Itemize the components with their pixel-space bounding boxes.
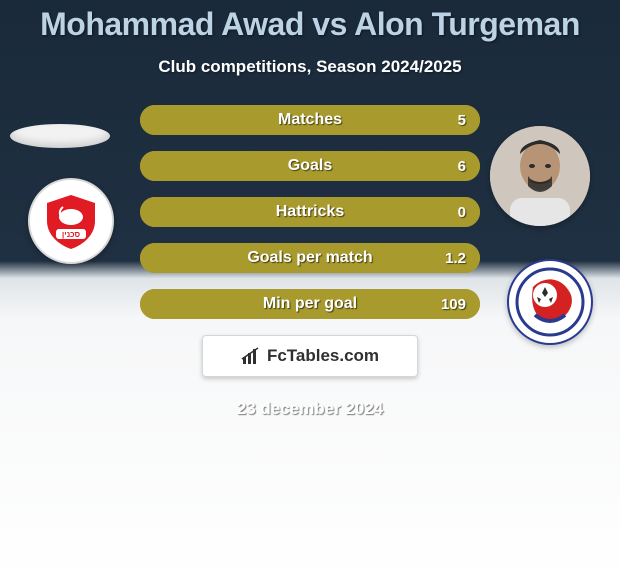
bar-chart-icon — [241, 346, 261, 366]
stat-value-right: 6 — [458, 151, 466, 181]
stat-row: Goals6 — [140, 151, 480, 181]
brand-box: FcTables.com — [202, 335, 418, 377]
stat-label: Matches — [140, 105, 480, 135]
stat-row: Min per goal109 — [140, 289, 480, 319]
club-badge-left: סכנין — [28, 178, 114, 264]
stat-value-right: 5 — [458, 105, 466, 135]
subtitle: Club competitions, Season 2024/2025 — [0, 57, 620, 77]
stat-value-right: 109 — [441, 289, 466, 319]
club-badge-right — [507, 259, 593, 345]
stat-label: Hattricks — [140, 197, 480, 227]
date-line: 23 december 2024 — [0, 399, 620, 419]
stat-row: Matches5 — [140, 105, 480, 135]
stat-row: Hattricks0 — [140, 197, 480, 227]
page-title: Mohammad Awad vs Alon Turgeman — [0, 0, 620, 43]
stat-label: Min per goal — [140, 289, 480, 319]
stat-label: Goals — [140, 151, 480, 181]
content-root: Mohammad Awad vs Alon Turgeman Club comp… — [0, 0, 620, 580]
avatar-left-placeholder — [10, 124, 110, 148]
stat-value-right: 0 — [458, 197, 466, 227]
ball-club-icon — [515, 267, 585, 337]
stat-value-right: 1.2 — [445, 243, 466, 273]
brand-text: FcTables.com — [267, 346, 379, 366]
shield-goat-icon: סכנין — [41, 191, 101, 251]
svg-text:סכנין: סכנין — [62, 230, 81, 239]
person-icon — [490, 126, 590, 226]
avatar-right — [490, 126, 590, 226]
stat-row: Goals per match1.2 — [140, 243, 480, 273]
stat-label: Goals per match — [140, 243, 480, 273]
stats-block: Matches5Goals6Hattricks0Goals per match1… — [140, 105, 480, 319]
